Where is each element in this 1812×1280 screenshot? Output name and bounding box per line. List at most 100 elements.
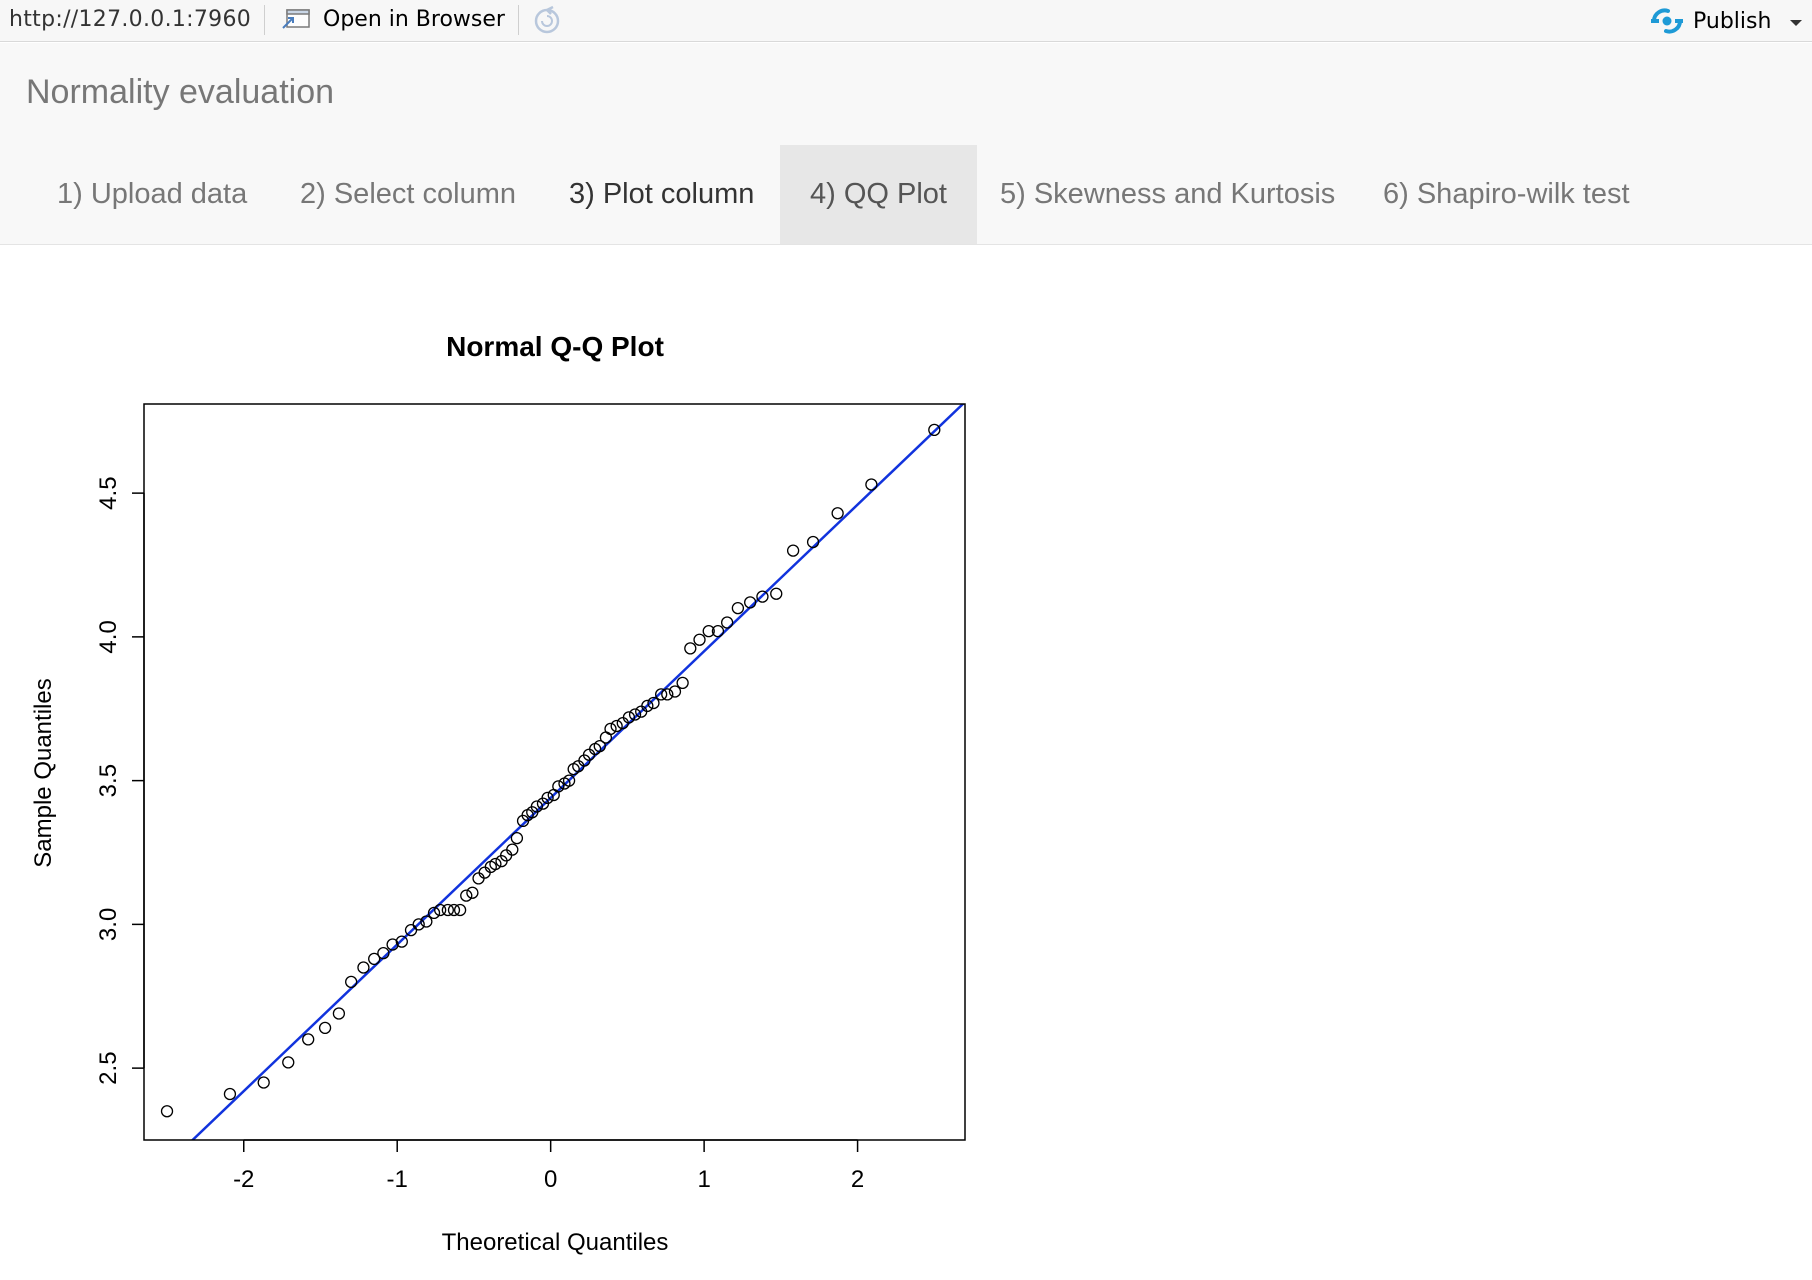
qq-point: [460, 889, 473, 902]
qq-point: [453, 903, 467, 917]
qq-point: [478, 866, 491, 879]
qq-plot: Normal Q-Q Plot -2 -1 0 1 2 2.5 3.0 3.5 4.0 4.5 T…: [30, 331, 966, 1256]
tab-qq-plot[interactable]: 4) QQ Plot: [780, 145, 977, 244]
qq-point: [693, 633, 706, 646]
publish-button[interactable]: Publish: [1649, 6, 1771, 36]
page-title: Normality evaluation: [26, 73, 335, 111]
qq-point: [530, 800, 544, 813]
qq-point: [647, 696, 660, 710]
qq-point: [702, 624, 715, 638]
qq-point: [655, 688, 668, 701]
qq-point: [562, 774, 576, 787]
qq-point: [506, 843, 519, 856]
tab-select-column[interactable]: 2) Select column: [270, 145, 546, 244]
qq-point: [412, 918, 425, 931]
tab-upload-data[interactable]: 1) Upload data: [27, 145, 277, 244]
qq-point: [318, 1021, 332, 1035]
qq-point: [420, 915, 433, 928]
qq-point: [223, 1087, 237, 1101]
open-in-browser-icon: [282, 9, 310, 29]
qq-point: [628, 708, 642, 721]
qq-point: [641, 699, 654, 713]
caret-down-icon[interactable]: [1787, 10, 1805, 34]
qq-point: [386, 938, 399, 951]
qq-point: [332, 1007, 346, 1020]
qq-point: [282, 1056, 295, 1069]
qq-point: [786, 544, 800, 557]
publish-icon: [1651, 8, 1683, 34]
qq-point: [661, 688, 674, 701]
tab-label: 4) QQ Plot: [810, 178, 947, 210]
chart-title: Normal Q-Q Plot: [446, 331, 664, 362]
y-tick-label: 4.5: [95, 476, 122, 509]
tab-skewness-kurtosis[interactable]: 5) Skewness and Kurtosis: [970, 145, 1365, 244]
refresh-icon[interactable]: [531, 5, 563, 37]
qq-point: [676, 676, 689, 690]
toolbar-divider: [264, 5, 265, 35]
qq-point: [806, 535, 820, 549]
qq-point: [302, 1033, 315, 1046]
qq-point: [599, 731, 613, 744]
qq-point: [668, 685, 682, 698]
qq-point: [720, 616, 734, 629]
qq-point: [593, 739, 606, 753]
qq-point: [731, 601, 745, 615]
x-tick-label: 1: [697, 1166, 710, 1193]
qq-point: [357, 961, 370, 974]
qq-point: [427, 906, 441, 920]
x-tick-label: 2: [851, 1166, 864, 1193]
qq-point: [368, 952, 381, 966]
open-in-browser-button[interactable]: Open in Browser: [281, 6, 505, 32]
qq-point: [744, 596, 757, 609]
toolbar-divider: [518, 5, 519, 35]
y-tick-label: 3.5: [95, 764, 122, 797]
tab-plot-column[interactable]: 3) Plot column: [539, 145, 784, 244]
qq-point: [604, 722, 617, 736]
url-label: http://127.0.0.1:7960: [9, 7, 252, 32]
qq-point: [434, 903, 447, 917]
plot-area: -2 -1 0 1 2 2.5 3.0 3.5 4.0 4.5: [95, 403, 966, 1193]
qq-point: [610, 719, 623, 733]
qq-point: [345, 975, 358, 989]
qq-point: [447, 903, 461, 917]
tab-bar: 1) Upload data 2) Select column 3) Plot …: [0, 145, 1812, 245]
qq-point: [441, 903, 454, 917]
y-axis-label: Sample Quantiles: [30, 678, 57, 867]
publish-label: Publish: [1693, 8, 1772, 34]
qq-point: [489, 857, 502, 871]
viewer-toolbar: http://127.0.0.1:7960 Open in Browser Pu…: [0, 0, 1812, 42]
qq-reference-line: [190, 404, 965, 1140]
y-tick-label: 4.0: [95, 620, 122, 653]
tab-label: 2) Select column: [300, 178, 516, 210]
x-tick-label: -2: [233, 1166, 254, 1193]
qq-point: [466, 886, 479, 899]
tab-label: 6) Shapiro-wilk test: [1383, 178, 1630, 210]
tab-label: 5) Skewness and Kurtosis: [1000, 178, 1336, 210]
qq-point: [622, 711, 636, 724]
qq-point: [541, 791, 554, 805]
qq-point: [510, 831, 524, 845]
qq-point: [831, 507, 844, 520]
qq-point: [616, 716, 629, 730]
qq-point: [684, 642, 697, 655]
qq-point: [928, 423, 941, 437]
qq-point: [711, 624, 725, 638]
open-in-browser-label: Open in Browser: [323, 6, 505, 32]
plot-frame: [143, 403, 966, 1141]
qq-point: [257, 1076, 270, 1089]
tab-label: 1) Upload data: [57, 178, 248, 210]
app-header: Normality evaluation: [0, 43, 1812, 145]
qq-point: [756, 590, 769, 603]
qq-point: [395, 935, 408, 948]
qq-point: [865, 478, 878, 491]
qq-point: [552, 780, 565, 793]
tab-shapiro-wilk[interactable]: 6) Shapiro-wilk test: [1353, 145, 1660, 244]
y-tick-label: 2.5: [95, 1051, 122, 1084]
x-tick-label: 0: [544, 1166, 557, 1193]
qq-point: [770, 587, 783, 600]
x-tick-label: -1: [387, 1166, 408, 1193]
qq-point: [377, 946, 390, 960]
tab-label: 3) Plot column: [569, 178, 755, 210]
x-axis-label: Theoretical Quantiles: [442, 1229, 669, 1256]
qq-point: [472, 872, 485, 885]
